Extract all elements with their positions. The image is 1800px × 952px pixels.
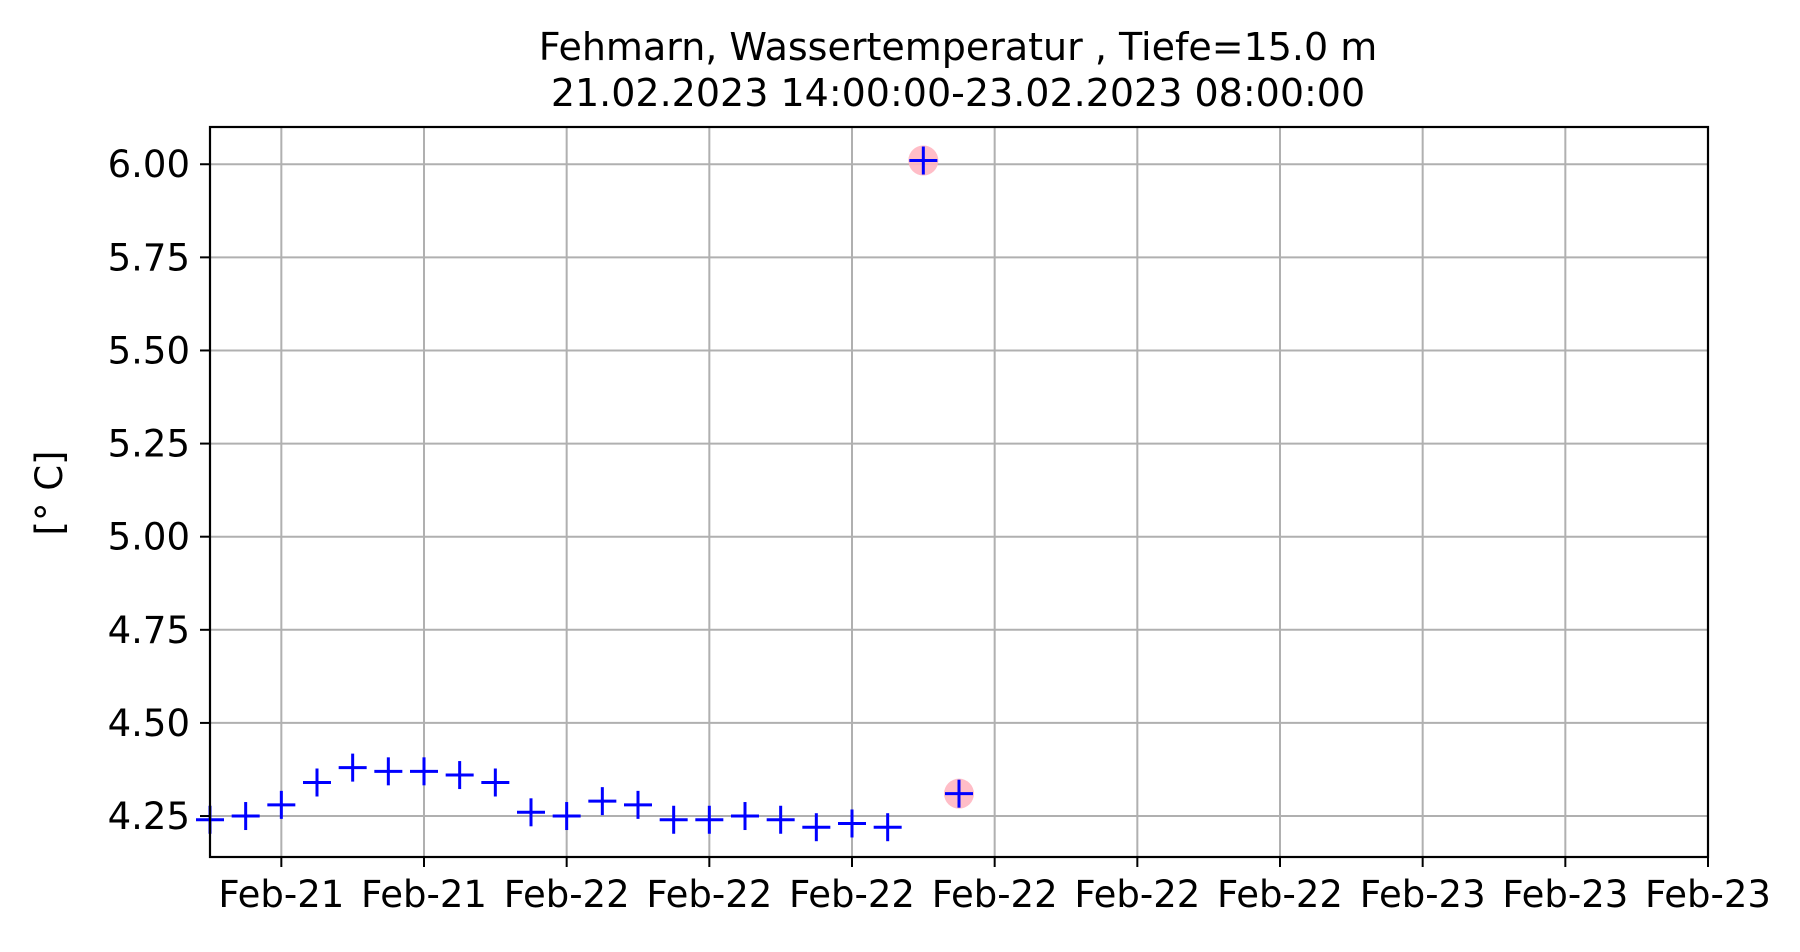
data-point bbox=[231, 802, 260, 831]
chart-subtitle: 21.02.2023 14:00:00-23.02.2023 08:00:00 bbox=[551, 71, 1365, 115]
data-point bbox=[802, 813, 831, 842]
grid bbox=[210, 127, 1709, 857]
data-point bbox=[659, 805, 688, 834]
y-axis: 4.25 4.50 4.75 5.00 5.25 5.50 5.75 6.00 bbox=[108, 143, 210, 838]
y-tick-label: 5.50 bbox=[108, 329, 190, 372]
data-point bbox=[267, 790, 296, 819]
x-tick-label: Feb-23 bbox=[1502, 873, 1628, 916]
flagged-points bbox=[908, 145, 974, 809]
data-point bbox=[481, 768, 510, 797]
data-point bbox=[552, 802, 581, 831]
data-point bbox=[624, 790, 652, 819]
data-point bbox=[410, 757, 438, 786]
data-point bbox=[695, 805, 724, 834]
x-tick-label: Feb-22 bbox=[1217, 873, 1343, 916]
data-point bbox=[731, 802, 759, 831]
x-tick-label: Feb-22 bbox=[789, 873, 915, 916]
y-tick-label: 5.25 bbox=[108, 423, 190, 466]
data-point bbox=[945, 779, 973, 808]
x-tick-label: Feb-22 bbox=[932, 873, 1058, 916]
data-point bbox=[588, 787, 617, 816]
data-point bbox=[873, 813, 902, 842]
x-tick-label: Feb-23 bbox=[1360, 873, 1486, 916]
data-point bbox=[445, 761, 474, 790]
y-tick-label: 5.75 bbox=[108, 236, 190, 279]
data-point bbox=[517, 798, 545, 827]
y-tick-label: 5.00 bbox=[108, 516, 190, 559]
y-tick-label: 4.25 bbox=[108, 795, 190, 838]
data-series bbox=[196, 146, 973, 842]
x-tick-label: Feb-22 bbox=[504, 873, 630, 916]
x-tick-label: Feb-21 bbox=[361, 873, 487, 916]
y-tick-label: 4.75 bbox=[108, 609, 190, 652]
data-point bbox=[766, 805, 795, 834]
x-axis: Feb-21 Feb-21 Feb-22 Feb-22 Feb-22 Feb-22 Feb-… bbox=[218, 857, 1771, 916]
plot-frame bbox=[208, 125, 1710, 859]
chart-title: Fehmarn, Wassertemperatur , Tiefe=15.0 m bbox=[539, 25, 1378, 69]
x-tick-label: Feb-21 bbox=[218, 873, 344, 916]
y-tick-label: 4.50 bbox=[108, 702, 190, 745]
y-axis-label: [° C] bbox=[28, 451, 71, 536]
y-tick-label: 6.00 bbox=[108, 143, 190, 186]
data-point bbox=[374, 757, 403, 786]
x-tick-label: Feb-22 bbox=[1074, 873, 1200, 916]
data-point bbox=[303, 768, 331, 797]
data-point bbox=[909, 146, 938, 175]
x-tick-label: Feb-22 bbox=[646, 873, 772, 916]
data-point bbox=[338, 753, 367, 782]
data-point bbox=[838, 809, 866, 838]
x-tick-label: Feb-23 bbox=[1645, 873, 1771, 916]
